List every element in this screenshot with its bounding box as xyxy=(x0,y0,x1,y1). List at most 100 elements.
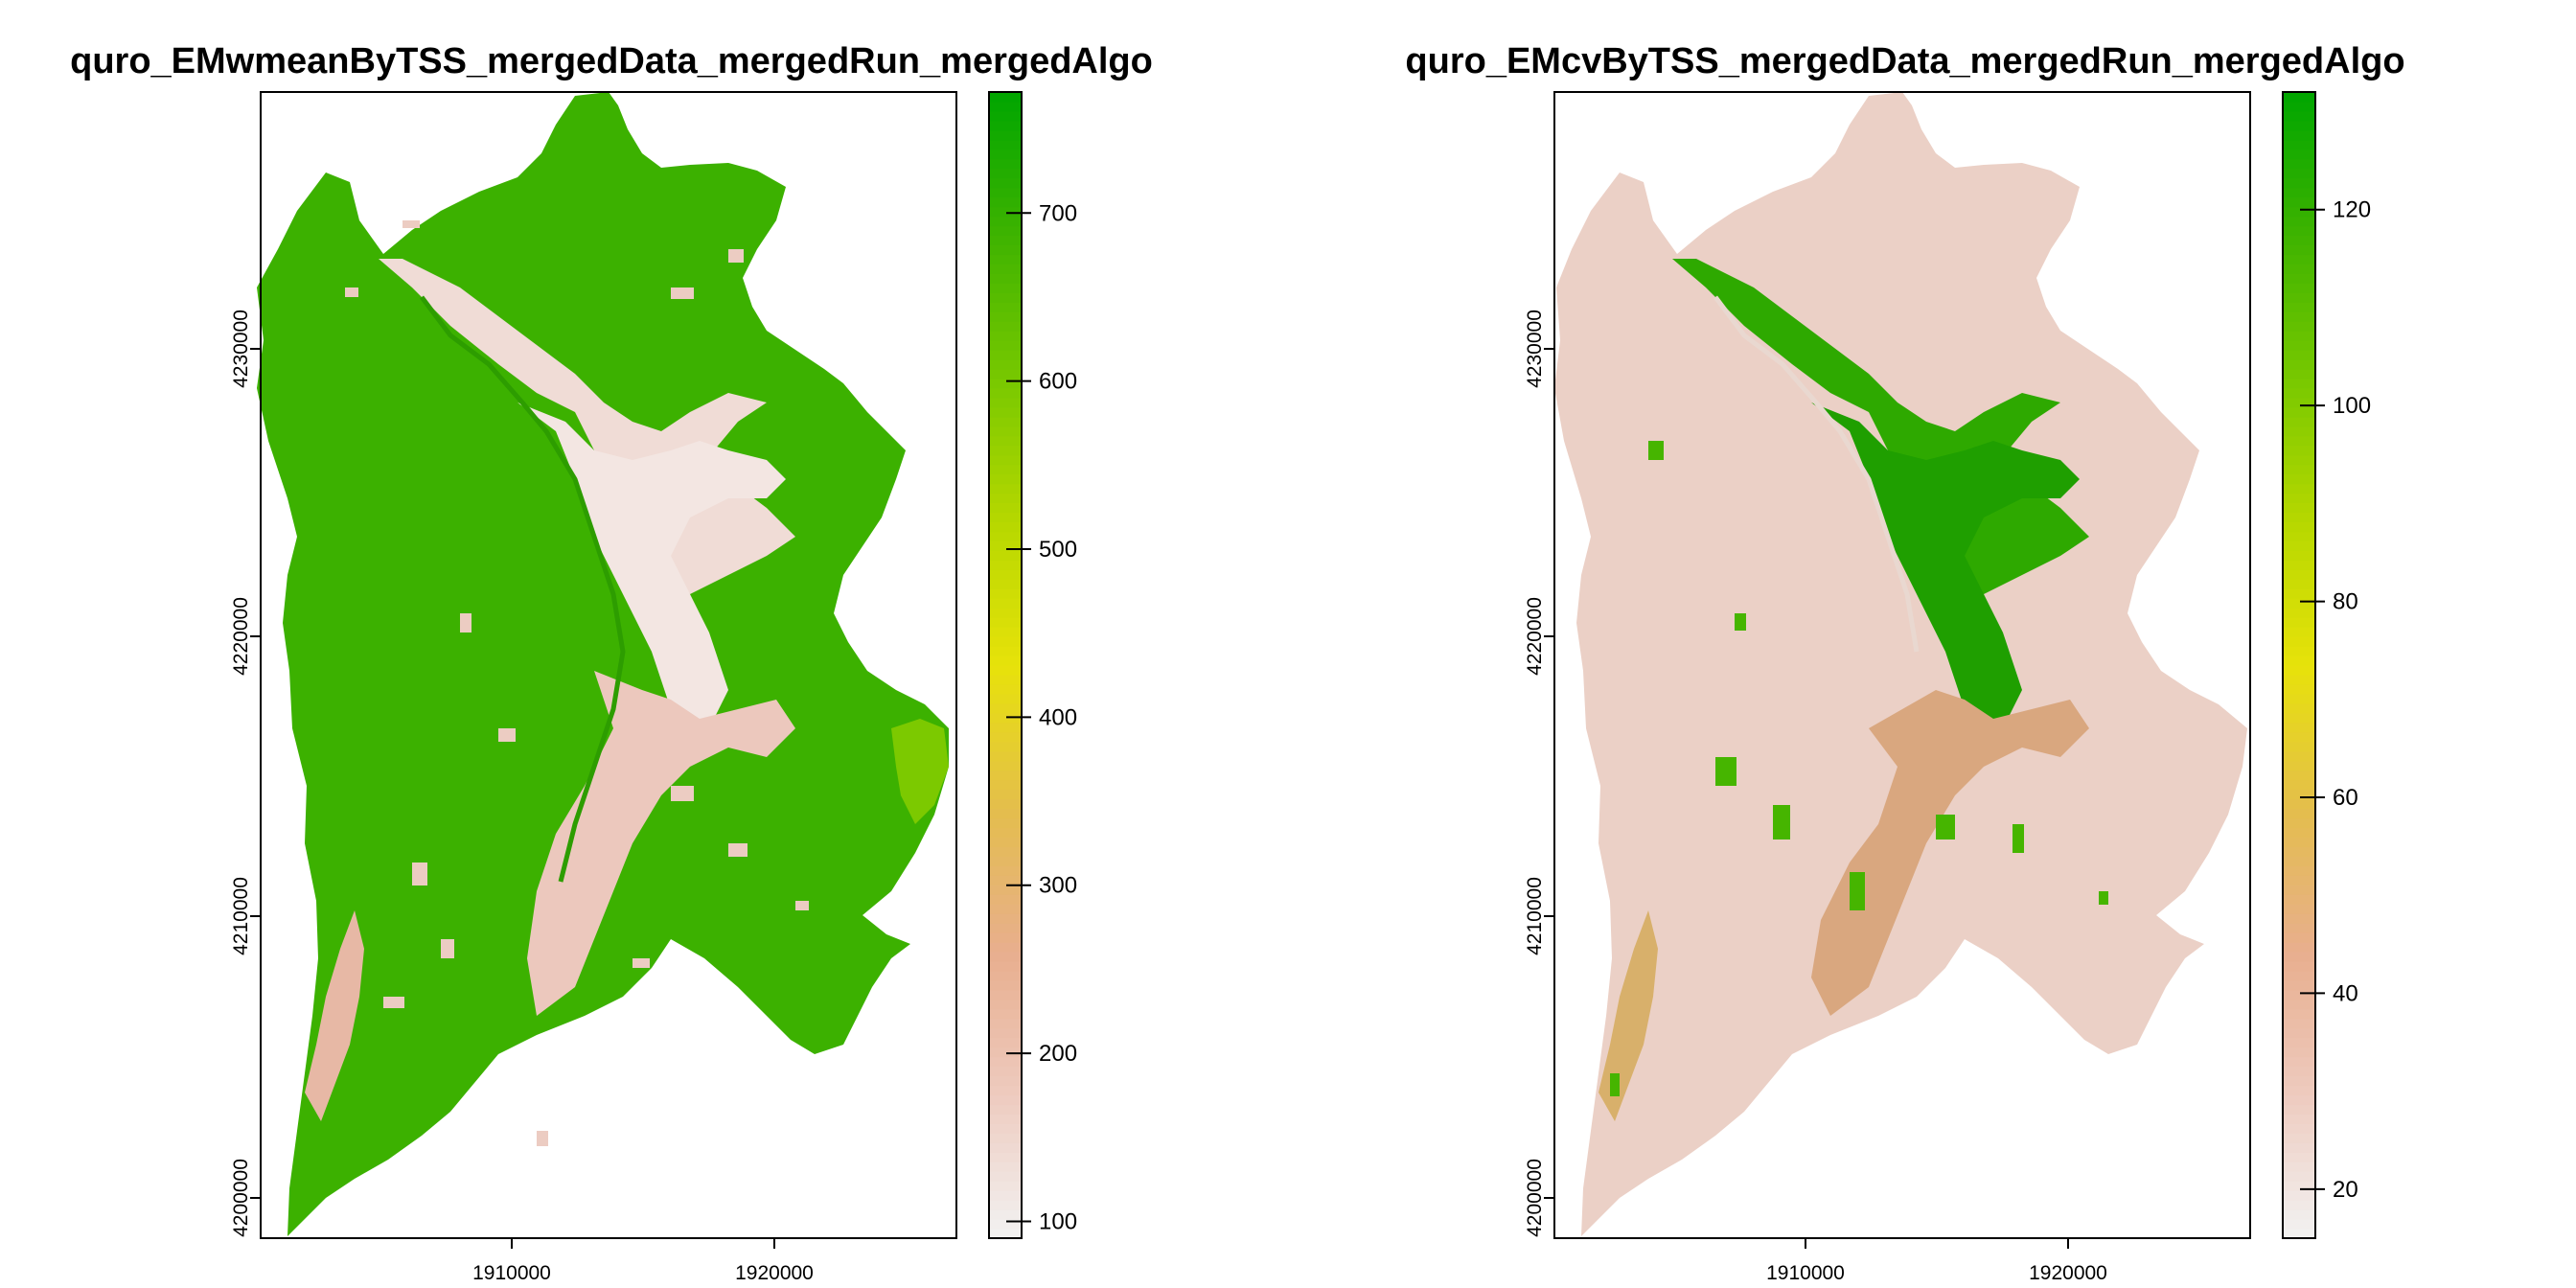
legend-color-step xyxy=(989,244,1022,256)
legend-color-step xyxy=(989,493,1022,504)
right-high-cv-core xyxy=(1811,402,2080,728)
legend-color-step xyxy=(2283,379,2315,389)
right-river xyxy=(1714,295,1920,653)
legend-color-step xyxy=(989,177,1022,189)
legend-color-step xyxy=(2283,683,2315,695)
legend-frame xyxy=(988,91,1023,1239)
legend-color-step xyxy=(989,913,1022,924)
legend-color-step xyxy=(989,340,1022,351)
legend-color-step xyxy=(2283,636,2315,647)
legend-color-step xyxy=(2283,979,2315,991)
legend-color-step xyxy=(2283,798,2315,810)
legend-color-step xyxy=(989,120,1022,131)
legend-color-step xyxy=(2283,311,2315,322)
legend-color-step xyxy=(989,158,1022,170)
legend-color-step xyxy=(989,979,1022,991)
legend-color-step xyxy=(989,521,1022,533)
legend-color-step xyxy=(2283,139,2315,150)
left-southwest-strip xyxy=(305,910,364,1121)
legend-color-step xyxy=(989,827,1022,838)
legend-color-step xyxy=(989,254,1022,264)
legend-color-step xyxy=(989,1018,1022,1029)
legend-color-step xyxy=(2283,350,2315,360)
legend-color-step xyxy=(989,416,1022,427)
legend-color-step xyxy=(2283,865,2315,876)
legend-color-step xyxy=(2283,989,2315,1000)
legend-color-step xyxy=(2283,712,2315,724)
left-patches xyxy=(345,220,809,1146)
right-southwest-strip xyxy=(1598,910,1658,1121)
legend-color-step xyxy=(989,302,1022,312)
legend-color-step xyxy=(2283,110,2315,122)
legend-color-step xyxy=(2283,331,2315,341)
legend-color-step xyxy=(2283,674,2315,685)
legend-color-step xyxy=(2283,627,2315,637)
legend-color-step xyxy=(989,656,1022,666)
legend-color-step xyxy=(989,1123,1022,1134)
right-raster xyxy=(1554,92,2247,1236)
legend-color-step xyxy=(2283,359,2315,370)
legend-color-step xyxy=(989,1104,1022,1116)
legend-color-step xyxy=(989,311,1022,322)
left-east-lobe xyxy=(891,719,949,824)
legend-color-step xyxy=(2283,885,2315,895)
right-y-tick-label: 4210000 xyxy=(1524,877,1546,955)
legend-color-step xyxy=(989,579,1022,589)
legend-color-step xyxy=(2283,1018,2315,1029)
legend-tick-label: 700 xyxy=(1039,200,1077,226)
legend-color-step xyxy=(2283,827,2315,838)
legend-tick-label: 100 xyxy=(1039,1209,1077,1235)
legend-color-step xyxy=(989,904,1022,914)
legend-color-step xyxy=(2283,283,2315,293)
legend-color-step xyxy=(2283,531,2315,542)
legend-color-step xyxy=(989,846,1022,857)
legend-color-step xyxy=(989,923,1022,933)
legend-color-step xyxy=(2283,731,2315,743)
legend-color-step xyxy=(2283,789,2315,800)
legend-color-step xyxy=(2283,397,2315,408)
legend-color-step xyxy=(989,292,1022,303)
legend-color-step xyxy=(989,569,1022,580)
legend-color-step xyxy=(989,1114,1022,1124)
right-map-panel: quro_EMcvByTSS_mergedData_mergedRun_merg… xyxy=(1405,41,2404,1284)
legend-color-step xyxy=(989,1152,1022,1162)
legend-color-step xyxy=(989,702,1022,714)
legend-color-step xyxy=(2283,502,2315,514)
legend-color-step xyxy=(2283,856,2315,866)
legend-color-step xyxy=(989,273,1022,284)
left-y-axis xyxy=(250,348,261,1199)
legend-color-step xyxy=(2283,464,2315,475)
legend-color-step xyxy=(2283,722,2315,733)
left-x-tick-label: 1920000 xyxy=(735,1262,814,1284)
legend-color-step xyxy=(989,129,1022,141)
legend-color-step xyxy=(989,379,1022,389)
left-valley-lower xyxy=(527,671,795,1016)
legend-color-step xyxy=(989,627,1022,637)
legend-color-step xyxy=(2283,1171,2315,1182)
legend-color-step xyxy=(2283,750,2315,762)
legend-color-step xyxy=(989,1037,1022,1048)
legend-color-step xyxy=(2283,387,2315,399)
legend-color-step xyxy=(989,999,1022,1010)
legend-color-step xyxy=(2283,1181,2315,1191)
legend-color-step xyxy=(2283,264,2315,274)
legend-color-step xyxy=(2283,340,2315,351)
legend-color-step xyxy=(2283,235,2315,246)
legend-color-step xyxy=(2283,273,2315,284)
legend-color-step xyxy=(2283,540,2315,551)
legend-color-step xyxy=(989,560,1022,570)
legend-color-step xyxy=(2283,168,2315,179)
legend-color-step xyxy=(2283,741,2315,752)
legend-color-step xyxy=(989,149,1022,160)
legend-color-step xyxy=(989,693,1022,704)
legend-color-step xyxy=(2283,913,2315,924)
legend-color-step xyxy=(989,894,1022,905)
left-color-legend: 100 200 300 400 500 600 700 xyxy=(988,91,1077,1239)
legend-color-step xyxy=(989,665,1022,676)
legend-color-step xyxy=(989,531,1022,542)
right-x-tick-label: 1920000 xyxy=(2029,1262,2107,1284)
left-x-tick-label: 1910000 xyxy=(472,1262,551,1284)
legend-color-step xyxy=(2283,1037,2315,1048)
legend-color-step xyxy=(989,454,1022,466)
legend-tick-label: 200 xyxy=(1039,1041,1077,1067)
